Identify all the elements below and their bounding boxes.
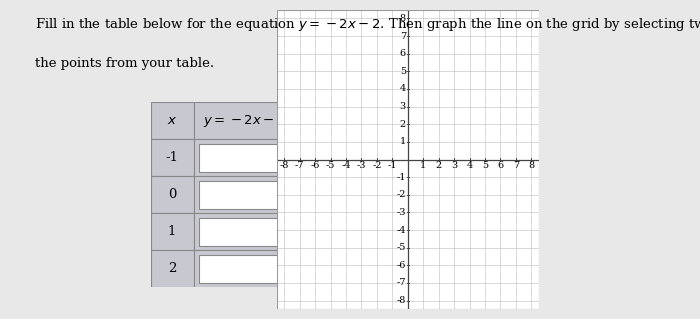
Text: -6: -6 bbox=[396, 261, 406, 270]
Text: 1: 1 bbox=[168, 225, 176, 238]
Text: 2: 2 bbox=[168, 262, 176, 275]
Text: -3: -3 bbox=[396, 208, 406, 217]
Text: -2: -2 bbox=[396, 190, 406, 199]
Text: -2: -2 bbox=[372, 161, 382, 170]
Text: 2: 2 bbox=[400, 120, 406, 129]
Bar bbox=[193, 250, 294, 287]
Text: -5: -5 bbox=[326, 161, 335, 170]
Text: the points from your table.: the points from your table. bbox=[35, 57, 214, 70]
Text: -6: -6 bbox=[310, 161, 320, 170]
Text: 7: 7 bbox=[400, 32, 406, 41]
Bar bbox=[193, 139, 294, 176]
Bar bbox=[193, 176, 294, 213]
Text: 1: 1 bbox=[400, 137, 406, 146]
Text: 3: 3 bbox=[400, 102, 406, 111]
Bar bbox=[150, 250, 193, 287]
Bar bbox=[150, 139, 193, 176]
Text: -4: -4 bbox=[341, 161, 351, 170]
Text: Fill in the table below for the equation $y = -2x - 2$. Then graph the line on t: Fill in the table below for the equation… bbox=[35, 16, 700, 33]
Text: -1: -1 bbox=[388, 161, 397, 170]
Bar bbox=[199, 218, 288, 246]
Bar bbox=[199, 144, 288, 172]
Text: 7: 7 bbox=[512, 161, 519, 170]
Text: 4: 4 bbox=[400, 85, 406, 93]
Text: -7: -7 bbox=[396, 278, 406, 287]
Bar bbox=[150, 176, 193, 213]
Text: 1: 1 bbox=[420, 161, 426, 170]
Bar bbox=[199, 255, 288, 283]
Text: 2: 2 bbox=[435, 161, 442, 170]
Text: -4: -4 bbox=[396, 226, 406, 234]
Text: 5: 5 bbox=[400, 67, 406, 76]
Text: 6: 6 bbox=[400, 49, 406, 58]
Text: -5: -5 bbox=[396, 243, 406, 252]
Text: 3: 3 bbox=[451, 161, 457, 170]
Bar bbox=[199, 181, 288, 209]
Text: -1: -1 bbox=[396, 173, 406, 182]
Text: 6: 6 bbox=[497, 161, 503, 170]
Text: 0: 0 bbox=[168, 188, 176, 201]
Text: 4: 4 bbox=[466, 161, 473, 170]
Text: 8: 8 bbox=[528, 161, 534, 170]
Text: 8: 8 bbox=[400, 14, 406, 23]
Bar bbox=[150, 213, 193, 250]
Bar bbox=[193, 213, 294, 250]
Text: $x$: $x$ bbox=[167, 114, 177, 127]
Text: $y = -2x - 2$: $y = -2x - 2$ bbox=[202, 113, 285, 129]
Text: -8: -8 bbox=[396, 296, 406, 305]
Text: -7: -7 bbox=[295, 161, 304, 170]
Bar bbox=[150, 102, 193, 139]
Text: -8: -8 bbox=[279, 161, 289, 170]
Bar bbox=[193, 102, 294, 139]
Text: -1: -1 bbox=[165, 151, 178, 164]
Text: 5: 5 bbox=[482, 161, 488, 170]
Text: -3: -3 bbox=[357, 161, 366, 170]
